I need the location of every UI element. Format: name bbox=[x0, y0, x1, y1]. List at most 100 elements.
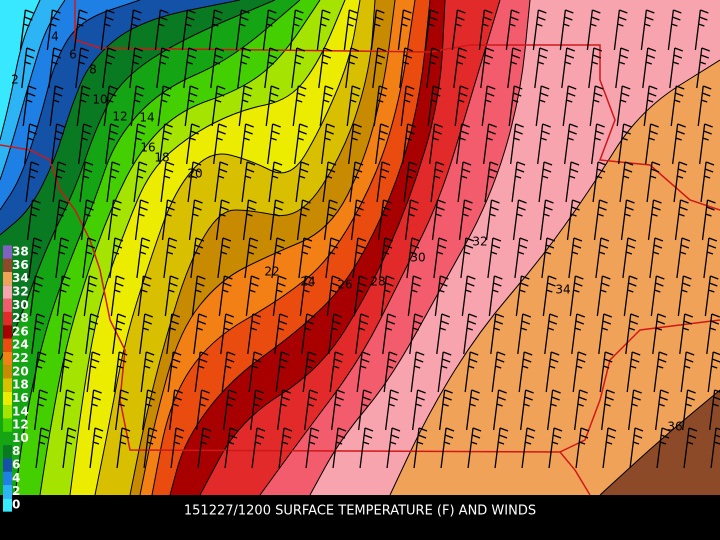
wind-barb bbox=[345, 47, 360, 89]
wind-barb bbox=[164, 275, 179, 317]
wind-barb bbox=[380, 275, 395, 317]
wind-barb bbox=[134, 199, 149, 241]
border bbox=[0, 144, 591, 496]
contour-label: 8 bbox=[89, 63, 97, 77]
wind-barb bbox=[537, 123, 551, 165]
wind-barb bbox=[696, 47, 711, 89]
wind-barb bbox=[707, 351, 720, 393]
colorbar-swatch bbox=[3, 471, 12, 486]
colorbar-label: 28 bbox=[12, 311, 29, 325]
wind-barb bbox=[573, 389, 588, 431]
wind-barb bbox=[600, 389, 615, 431]
colorbar-swatch bbox=[3, 245, 12, 259]
colorbar-label: 18 bbox=[12, 378, 29, 392]
wind-barb bbox=[453, 47, 468, 89]
wind-barb bbox=[35, 427, 50, 469]
wind-barb bbox=[372, 47, 387, 89]
wind-barb bbox=[264, 47, 279, 89]
contour-label: 20 bbox=[187, 167, 202, 181]
wind-barb bbox=[586, 9, 601, 51]
colorbar-swatch bbox=[3, 431, 12, 446]
wind-barb bbox=[510, 123, 524, 165]
colorbar-swatch bbox=[3, 378, 12, 392]
wind-barb bbox=[571, 313, 586, 355]
wind-barb bbox=[703, 237, 718, 279]
wind-barb bbox=[485, 199, 500, 241]
wind-barb bbox=[431, 199, 446, 241]
wind-barb bbox=[645, 123, 659, 165]
wind-barb bbox=[22, 85, 37, 127]
colorbar-swatch bbox=[3, 298, 12, 312]
band bbox=[390, 60, 720, 495]
wind-barb bbox=[649, 237, 664, 279]
colorbar-swatch bbox=[3, 285, 12, 299]
wind-barb bbox=[595, 237, 610, 279]
wind-barb bbox=[355, 313, 370, 355]
wind-barb bbox=[669, 47, 684, 89]
wind-barb bbox=[62, 427, 77, 469]
wind-barb bbox=[275, 351, 290, 393]
wind-barb bbox=[464, 351, 479, 393]
wind-barb bbox=[321, 123, 335, 165]
colorbar-label: 16 bbox=[12, 391, 29, 405]
wind-barb bbox=[413, 427, 428, 469]
contour-label: 2 bbox=[11, 73, 19, 87]
wind-barb bbox=[375, 123, 389, 165]
wind-barb bbox=[214, 161, 229, 203]
contour-label: 12 bbox=[112, 110, 127, 124]
contour-label: 36 bbox=[667, 420, 682, 434]
wind-barb bbox=[458, 199, 473, 241]
contour bbox=[139, 0, 396, 496]
wind-barb bbox=[129, 47, 144, 89]
wind-barb bbox=[29, 275, 44, 317]
colorbar-label: 14 bbox=[12, 404, 29, 418]
wind-barb bbox=[325, 237, 340, 279]
wind-barb bbox=[322, 161, 337, 203]
wind-barb bbox=[187, 161, 202, 203]
wind-barb bbox=[25, 161, 40, 203]
wind-barb bbox=[373, 85, 388, 127]
wind-barb bbox=[710, 427, 720, 469]
contour-label: 22 bbox=[264, 265, 279, 279]
wind-barb bbox=[542, 275, 557, 317]
colorbar-label: 30 bbox=[12, 298, 29, 312]
contour-label: 6 bbox=[69, 48, 77, 62]
wind-barb bbox=[434, 275, 449, 317]
wind-barb bbox=[245, 275, 260, 317]
colorbar-label: 34 bbox=[12, 271, 29, 285]
wind-barb bbox=[426, 47, 441, 89]
colorbar-label: 4 bbox=[12, 471, 20, 485]
wind-barb bbox=[168, 389, 183, 431]
wind-barb bbox=[403, 161, 418, 203]
wind-barb bbox=[240, 123, 254, 165]
wind-barb bbox=[116, 427, 131, 469]
wind-barb bbox=[107, 199, 122, 241]
contour-label: 10 bbox=[92, 93, 107, 107]
wind-barb bbox=[274, 313, 289, 355]
wind-barb bbox=[625, 313, 640, 355]
title: 151227/1200 SURFACE TEMPERATURE (F) AND … bbox=[184, 504, 536, 519]
wind-barb bbox=[383, 351, 398, 393]
colorbar-swatch bbox=[3, 258, 12, 272]
contour bbox=[0, 0, 241, 236]
wind-barb bbox=[701, 199, 716, 241]
wind-barb bbox=[397, 9, 412, 51]
wind-barb bbox=[195, 389, 210, 431]
wind-barb bbox=[505, 9, 520, 51]
colorbar-swatch bbox=[3, 405, 12, 419]
wind-barb bbox=[87, 389, 102, 431]
wind-barb bbox=[163, 237, 178, 279]
contours bbox=[0, 0, 720, 496]
colorbar-label: 0 bbox=[12, 498, 20, 512]
wind-barb bbox=[159, 123, 173, 165]
wind-barb bbox=[457, 161, 472, 203]
wind-barb bbox=[89, 427, 104, 469]
wind-barb bbox=[598, 313, 613, 355]
temperature-bands bbox=[0, 0, 720, 495]
wind-barb bbox=[512, 199, 527, 241]
colorbar-label: 24 bbox=[12, 338, 29, 352]
wind-barbs bbox=[19, 9, 720, 469]
wind-barb bbox=[494, 427, 509, 469]
wind-barb bbox=[130, 85, 145, 127]
colorbar-label: 20 bbox=[12, 364, 29, 378]
